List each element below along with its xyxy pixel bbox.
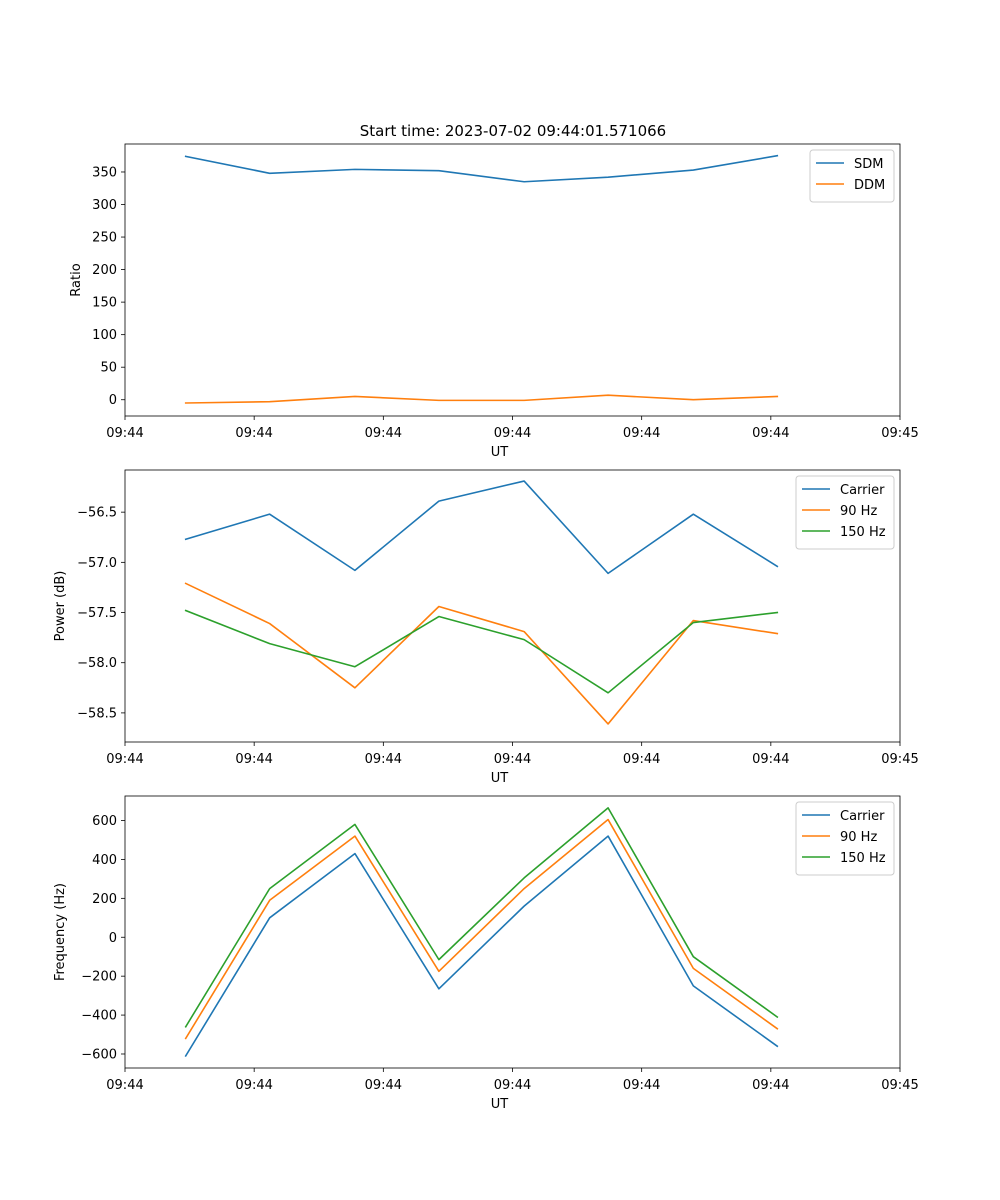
- x-tick-label: 09:44: [365, 1078, 402, 1093]
- legend-label: Carrier: [840, 483, 885, 498]
- x-axis-label: UT: [491, 1097, 509, 1112]
- x-tick-label: 09:45: [881, 426, 918, 441]
- chart-panel-power: 09:44 09:44 09:44 09:44 09:44 09:44 09:45 −58.5…: [53, 469, 919, 786]
- x-axis-label: UT: [491, 445, 509, 460]
- y-tick-label: −400: [81, 1009, 117, 1024]
- y-axis-label: Power (dB): [53, 571, 68, 642]
- x-tick-label: 09:44: [752, 1078, 789, 1093]
- series-line-150-hz: [184, 609, 779, 694]
- y-tick-label: 400: [92, 853, 117, 868]
- y-tick-label: 200: [92, 263, 117, 278]
- axes-frame: [124, 795, 901, 1069]
- x-tick-label: 09:44: [235, 426, 272, 441]
- x-tick-label: 09:44: [494, 752, 531, 767]
- x-tick-label: 09:44: [623, 426, 660, 441]
- series-line-ddm: [184, 394, 779, 404]
- axes-frame: [124, 143, 901, 417]
- y-axis-label: Frequency (Hz): [53, 883, 68, 981]
- x-tick-label: 09:45: [881, 1078, 918, 1093]
- y-tick-label: −200: [81, 970, 117, 985]
- chart-panel-frequency: 09:44 09:44 09:44 09:44 09:44 09:44 09:45 −600 −…: [53, 795, 919, 1112]
- x-tick-label: 09:44: [752, 752, 789, 767]
- chart-panel-ratio: 09:44 09:44 09:44 09:44 09:44 09:44 09:45 0 50 10…: [69, 143, 919, 460]
- x-tick-label: 09:44: [752, 426, 789, 441]
- x-tick-label: 09:44: [494, 1078, 531, 1093]
- x-tick-label: 09:44: [106, 752, 143, 767]
- legend-label: SDM: [854, 157, 883, 172]
- y-tick-label: 0: [109, 931, 117, 946]
- legend-label: 150 Hz: [840, 525, 886, 540]
- legend-label: 90 Hz: [840, 830, 877, 845]
- y-tick-label: 200: [92, 892, 117, 907]
- series-line-90-hz: [184, 582, 779, 725]
- legend-label: DDM: [854, 178, 885, 193]
- y-tick-label: 50: [100, 361, 117, 376]
- legend-label: Carrier: [840, 809, 885, 824]
- axes-frame: [124, 469, 901, 743]
- series-line-carrier: [184, 480, 779, 575]
- y-tick-label: 350: [92, 165, 117, 180]
- figure-title: Start time: 2023-07-02 09:44:01.571066: [360, 122, 666, 140]
- y-tick-label: 600: [92, 814, 117, 829]
- x-tick-label: 09:44: [623, 752, 660, 767]
- y-tick-label: 100: [92, 328, 117, 343]
- y-tick-label: 300: [92, 198, 117, 213]
- y-tick-label: −58.0: [77, 656, 117, 671]
- x-tick-label: 09:44: [365, 752, 402, 767]
- y-tick-label: −600: [81, 1047, 117, 1062]
- series-line-carrier: [184, 835, 779, 1058]
- x-tick-label: 09:44: [106, 426, 143, 441]
- x-tick-label: 09:44: [494, 426, 531, 441]
- y-tick-label: −58.5: [77, 706, 117, 721]
- y-tick-label: 250: [92, 231, 117, 246]
- y-tick-label: 150: [92, 296, 117, 311]
- x-tick-label: 09:44: [365, 426, 402, 441]
- y-tick-label: −56.5: [77, 506, 117, 521]
- legend-label: 150 Hz: [840, 851, 886, 866]
- y-tick-label: −57.5: [77, 606, 117, 621]
- legend-label: 90 Hz: [840, 504, 877, 519]
- y-axis-label: Ratio: [69, 263, 84, 296]
- y-tick-label: −57.0: [77, 556, 117, 571]
- x-axis-label: UT: [491, 771, 509, 786]
- x-tick-label: 09:44: [623, 1078, 660, 1093]
- x-tick-label: 09:45: [881, 752, 918, 767]
- x-tick-label: 09:44: [235, 752, 272, 767]
- series-line-sdm: [184, 154, 779, 183]
- series-line-150-hz: [184, 807, 779, 1028]
- x-tick-label: 09:44: [106, 1078, 143, 1093]
- y-tick-label: 0: [109, 393, 117, 408]
- series-line-90-hz: [184, 818, 779, 1040]
- x-tick-label: 09:44: [235, 1078, 272, 1093]
